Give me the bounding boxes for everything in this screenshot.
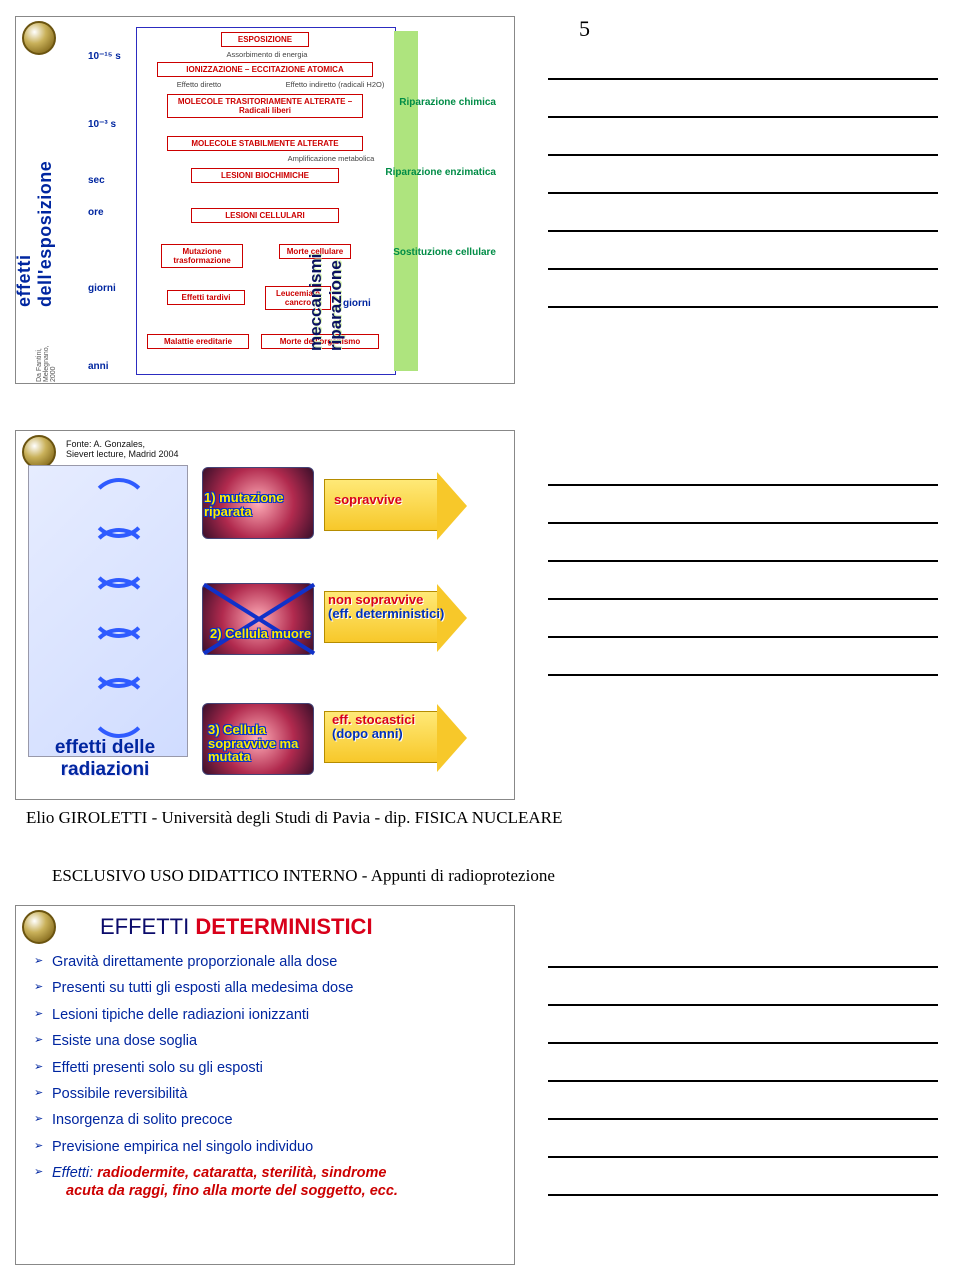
slide2-source: Fonte: A. Gonzales, Sievert lecture, Mad… [66, 439, 179, 459]
note-line [548, 448, 938, 486]
note-line [548, 80, 938, 118]
note-line [548, 1120, 938, 1158]
cell1-label: 1) mutazione riparata [204, 491, 316, 518]
box-les-cell: LESIONI CELLULARI [191, 208, 339, 223]
note-line [548, 486, 938, 524]
note-line [548, 156, 938, 194]
txt-indiretto: Effetto indiretto (radicali H2O) [279, 80, 391, 89]
bullet-effects: Effetti: radiodermite, cataratta, steril… [34, 1165, 504, 1200]
time-right: giorni [343, 298, 371, 309]
slide1-mechanisms-bar: meccanismi riparazione [394, 31, 418, 371]
cell2-label: 2) Cellula muore [210, 627, 322, 641]
page-number: 5 [579, 16, 590, 42]
slide-3-deterministic-effects: EFFETTI DETERMINISTICI Gravità direttame… [15, 905, 515, 1265]
arrow3-text: eff. stocastici (dopo anni) [332, 713, 415, 742]
box-mol-stab: MOLECOLE STABILMENTE ALTERATE [167, 136, 363, 151]
slide1-flowchart: ESPOSIZIONE Assorbimento di energia IONI… [136, 27, 396, 375]
arrow1-text: sopravvive [334, 493, 402, 507]
slide1-mechanisms-label: meccanismi riparazione [306, 239, 346, 351]
box-malattie: Malattie ereditarie [147, 334, 249, 349]
bullet-item: Presenti su tutti gli esposti alla medes… [34, 980, 504, 997]
note-line [548, 1082, 938, 1120]
note-line [548, 194, 938, 232]
time-2: 10⁻³ s [88, 119, 116, 130]
cell3-label: 3) Cellula sopravvive ma mutata [208, 723, 320, 764]
box-mutazione: Mutazione trasformazione [161, 244, 243, 268]
note-line [548, 600, 938, 638]
note-line [548, 1044, 938, 1082]
note-line [548, 1006, 938, 1044]
time-4: ore [88, 207, 104, 218]
time-1: 10⁻¹⁵ s [88, 51, 121, 62]
note-line [548, 638, 938, 676]
bullet-item: Previsione empirica nel singolo individu… [34, 1139, 504, 1156]
bullet-item: Lesioni tipiche delle radiazioni ionizza… [34, 1007, 504, 1024]
note-line [548, 562, 938, 600]
box-ioniz: IONIZZAZIONE – ECCITAZIONE ATOMICA [157, 62, 373, 77]
slide3-title: EFFETTI DETERMINISTICI [100, 914, 373, 940]
slide1-left-axis: effetti dell'esposizione Da Fantini, Mel… [20, 77, 46, 327]
time-5: giorni [88, 283, 116, 294]
slide-1-exposure-effects: effetti dell'esposizione Da Fantini, Mel… [15, 16, 515, 384]
box-mol-trans: MOLECOLE TRASITORIAMENTE ALTERATE – Radi… [167, 94, 363, 118]
caption-author: Elio GIROLETTI - Università degli Studi … [26, 808, 562, 828]
txt-amplif: Amplificazione metabolica [275, 154, 387, 163]
note-line [548, 968, 938, 1006]
note-line [548, 930, 938, 968]
repair-chimica: Riparazione chimica [399, 97, 496, 108]
slide1-vertical-sub: Da Fantini, Melegnano, 2000 [36, 345, 57, 382]
note-line [548, 270, 938, 308]
slide2-bottom-title: effetti delle radiazioni [30, 737, 180, 781]
bullet-item: Esiste una dose soglia [34, 1033, 504, 1050]
badge-icon [22, 21, 56, 55]
box-eff-tardivi: Effetti tardivi [167, 290, 245, 305]
bullet-item: Effetti presenti solo su gli esposti [34, 1060, 504, 1077]
note-line [548, 118, 938, 156]
note-line [548, 232, 938, 270]
bullet-item: Insorgenza di solito precoce [34, 1112, 504, 1129]
slide-2-radiation-effects: Fonte: A. Gonzales, Sievert lecture, Mad… [15, 430, 515, 800]
time-6: anni [88, 361, 109, 372]
txt-assorb: Assorbimento di energia [222, 50, 312, 59]
note-line [548, 1158, 938, 1196]
slide1-vertical-title: effetti dell'esposizione [14, 161, 56, 307]
arrow2-text: non sopravvive (eff. deterministici) [328, 593, 444, 622]
slide3-bullet-list: Gravità direttamente proporzionale alla … [34, 954, 504, 1209]
box-les-bio: LESIONI BIOCHIMICHE [191, 168, 339, 183]
note-line [548, 524, 938, 562]
txt-diretto: Effetto diretto [159, 80, 239, 89]
bullet-item: Gravità direttamente proporzionale alla … [34, 954, 504, 971]
badge-icon [22, 435, 56, 469]
note-line [548, 42, 938, 80]
dna-helix [28, 465, 188, 757]
time-3: sec [88, 175, 105, 186]
bullet-item: Possibile reversibilità [34, 1086, 504, 1103]
badge-icon [22, 910, 56, 944]
slide1-time-labels: 10⁻¹⁵ s 10⁻³ s sec ore giorni anni [88, 47, 134, 367]
box-esposizione: ESPOSIZIONE [221, 32, 309, 47]
repair-sostituzione: Sostituzione cellulare [393, 247, 496, 258]
caption-use: ESCLUSIVO USO DIDATTICO INTERNO - Appunt… [52, 866, 555, 886]
repair-enzimatica: Riparazione enzimatica [385, 167, 496, 178]
